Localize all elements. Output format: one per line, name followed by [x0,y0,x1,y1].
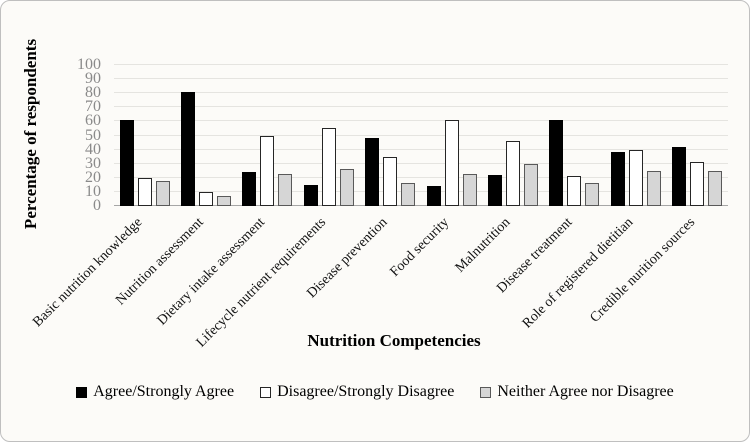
bar-group [298,65,359,206]
bar [137,177,152,206]
x-category-label: Dietary intake assessment [154,215,269,329]
bar [506,141,521,206]
bar [339,169,354,206]
bar [401,183,416,206]
legend-label: Disagree/Strongly Disagree [277,383,455,400]
y-tick-label: 60 [85,112,101,130]
plot-area [114,64,728,206]
bar-group [114,65,175,206]
bar [462,173,477,206]
legend-item: Agree/Strongly Agree [76,383,234,401]
bar [444,120,459,206]
gridline [114,106,728,108]
bar [119,120,134,206]
bar-group [544,65,605,206]
bar [567,176,582,206]
bar-group [482,65,543,206]
bar [585,183,600,206]
bar [199,191,214,206]
bar [278,173,293,206]
gridline [114,148,728,150]
bar [672,146,687,206]
x-category-label: Malnutrition [453,215,514,276]
bar [646,170,661,206]
gridline [114,120,728,122]
bar-group [175,65,236,206]
bar [426,186,441,206]
bar-group [605,65,666,206]
y-axis-tick-labels: 0 10 20 30 40 50 60 70 80 90 100 [1,56,107,214]
bar [260,135,275,206]
gridline [114,92,728,94]
gridline [114,176,728,178]
gridline [114,162,728,164]
legend-label: Agree/Strongly Agree [93,383,235,400]
bar [242,172,257,206]
bar [181,91,196,206]
bar [488,174,503,206]
bar [628,149,643,206]
legend-swatch-icon [76,386,88,398]
bar-group [421,65,482,206]
bar [155,180,170,206]
y-tick-label: 20 [85,168,101,186]
legend-swatch-icon [480,386,492,398]
bar-group [237,65,298,206]
bar [690,162,705,206]
x-axis-title: Nutrition Competencies [307,331,481,350]
bar [217,196,232,206]
y-tick-label: 40 [85,140,101,158]
y-tick-label: 80 [85,84,101,102]
gridline [114,190,728,192]
legend-item: Disagree/Strongly Disagree [260,383,454,401]
bar [610,152,625,206]
bar-group [667,65,728,206]
y-tick-label: 30 [85,154,101,172]
bar [303,184,318,206]
bar-group [360,65,421,206]
x-axis-line [114,205,728,206]
x-category-label: Basic nutrition knowledge [30,215,146,331]
bar [365,138,380,206]
y-tick-label: 90 [85,70,101,88]
bar [524,163,539,206]
x-category-label: Credible nurition sources [587,215,698,326]
y-tick-label: 100 [77,56,101,73]
bar [708,170,723,206]
y-tick-label: 0 [93,197,101,214]
gridline [114,134,728,136]
gridline [114,64,728,65]
legend-item: Neither Agree nor Disagree [480,383,674,401]
gridline [114,78,728,80]
legend: Agree/Strongly Agree Disagree/Strongly Di… [1,383,749,401]
bar [549,120,564,206]
y-tick-label: 70 [85,98,101,116]
legend-swatch-icon [260,386,272,398]
bar [321,128,336,206]
y-tick-label: 50 [85,126,101,144]
legend-label: Neither Agree nor Disagree [497,383,674,400]
x-category-label: Role of registered dietitian [520,215,637,332]
bar [383,156,398,206]
x-category-label: Food security [387,215,453,280]
y-tick-label: 10 [85,182,101,200]
